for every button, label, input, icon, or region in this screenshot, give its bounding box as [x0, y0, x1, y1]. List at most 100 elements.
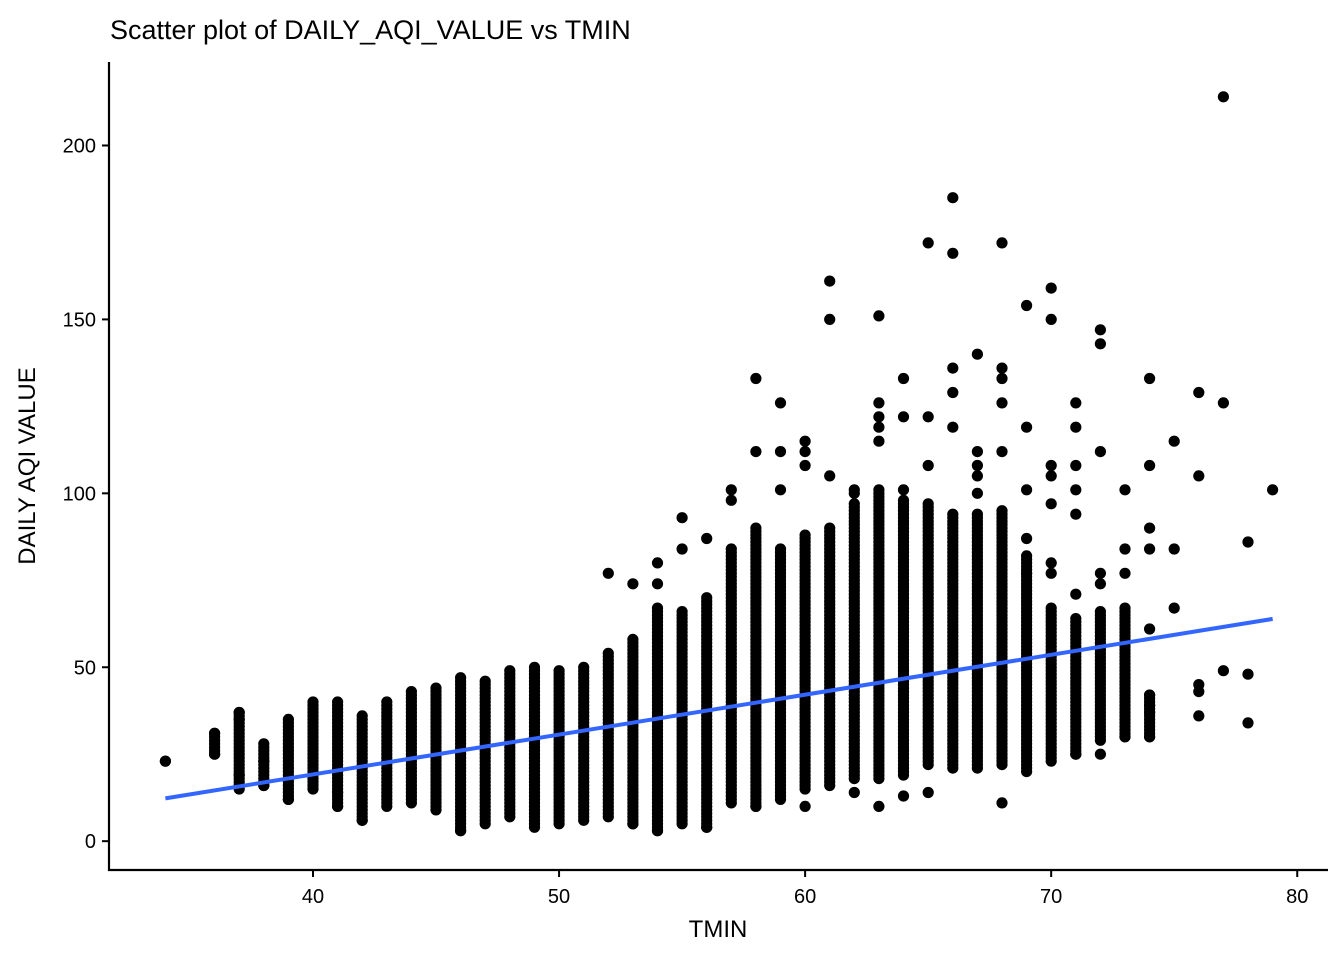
- data-point: [897, 484, 910, 496]
- data-point: [725, 494, 737, 506]
- data-point: [1144, 731, 1156, 743]
- data-point: [799, 435, 811, 447]
- x-axis-ticks: 40 50 60 70 80: [302, 870, 1308, 908]
- data-point: [873, 421, 885, 433]
- data-point: [1119, 567, 1131, 579]
- data-point: [996, 446, 1008, 458]
- trend-layer: [165, 616, 1273, 801]
- data-point: [1021, 550, 1033, 562]
- data-point: [873, 435, 885, 447]
- data-point: [307, 696, 319, 708]
- data-point: [651, 557, 664, 569]
- data-point: [996, 237, 1008, 249]
- data-point: [1045, 459, 1057, 472]
- data-point: [602, 567, 614, 579]
- data-point: [1045, 557, 1057, 569]
- data-point: [774, 484, 787, 496]
- data-point: [1144, 623, 1156, 635]
- y-axis-ticks: 0 50 100 150 200: [63, 135, 109, 853]
- data-point: [996, 505, 1008, 517]
- data-point: [1242, 536, 1254, 548]
- data-point: [332, 696, 344, 708]
- data-point: [922, 237, 934, 249]
- data-point: [578, 661, 590, 673]
- data-point: [356, 814, 368, 826]
- data-point: [1242, 717, 1254, 729]
- x-tick-label: 80: [1286, 886, 1308, 908]
- data-point: [1070, 508, 1082, 520]
- data-point: [873, 800, 885, 813]
- data-point: [1021, 421, 1033, 433]
- data-point: [996, 397, 1008, 409]
- data-point: [1119, 602, 1131, 614]
- data-point: [258, 755, 270, 767]
- data-point: [750, 800, 762, 813]
- data-point: [897, 494, 910, 506]
- data-point: [701, 592, 713, 604]
- y-tick-label: 0: [85, 831, 96, 853]
- data-point: [1267, 484, 1279, 496]
- data-point: [947, 247, 959, 259]
- data-point: [1045, 567, 1057, 579]
- data-point: [824, 470, 836, 482]
- data-point: [947, 362, 959, 374]
- data-point: [873, 411, 885, 423]
- data-point: [1094, 446, 1106, 458]
- data-point: [873, 484, 885, 496]
- data-point: [528, 661, 541, 673]
- data-point: [455, 825, 467, 837]
- data-point: [799, 446, 811, 458]
- data-point: [897, 411, 910, 423]
- data-point: [479, 675, 491, 687]
- data-point: [922, 498, 934, 510]
- data-point: [1070, 588, 1082, 600]
- data-point: [725, 543, 737, 555]
- data-point: [209, 748, 221, 760]
- data-point: [873, 310, 885, 322]
- data-point: [996, 797, 1008, 809]
- y-tick-label: 150: [63, 309, 96, 331]
- data-point: [1144, 689, 1156, 701]
- data-point: [971, 348, 984, 360]
- data-point: [676, 606, 688, 618]
- data-point: [1217, 91, 1229, 103]
- data-point: [947, 386, 959, 399]
- data-point: [824, 275, 836, 287]
- data-point: [1045, 313, 1057, 325]
- data-point: [676, 543, 688, 555]
- data-point: [750, 372, 762, 385]
- data-point: [381, 696, 393, 708]
- data-point: [1168, 543, 1180, 555]
- data-point: [676, 512, 688, 524]
- trend-line: [165, 616, 1273, 801]
- data-point: [1119, 543, 1131, 555]
- data-point: [1168, 435, 1180, 447]
- data-point: [1094, 324, 1106, 336]
- data-point: [971, 459, 984, 472]
- data-point: [651, 825, 664, 837]
- data-point: [332, 786, 344, 799]
- data-point: [1045, 602, 1057, 614]
- data-point: [1045, 282, 1057, 294]
- data-point: [1070, 613, 1082, 625]
- x-axis-label: TMIN: [689, 916, 748, 943]
- data-point: [258, 738, 270, 750]
- chart-title: Scatter plot of DAILY_AQI_VALUE vs TMIN: [110, 15, 631, 45]
- data-point: [897, 790, 910, 802]
- data-point: [799, 459, 811, 472]
- data-point: [922, 459, 934, 472]
- data-point: [1242, 668, 1254, 680]
- data-point: [651, 602, 664, 614]
- data-point: [405, 686, 417, 698]
- data-point: [430, 682, 442, 694]
- data-point: [1119, 731, 1131, 743]
- data-point: [848, 487, 860, 499]
- data-point: [1217, 397, 1229, 409]
- data-point: [1070, 421, 1082, 433]
- data-point: [1070, 748, 1082, 760]
- data-point: [602, 647, 614, 659]
- data-point: [701, 821, 713, 833]
- data-point: [1144, 372, 1156, 385]
- data-point: [922, 786, 934, 799]
